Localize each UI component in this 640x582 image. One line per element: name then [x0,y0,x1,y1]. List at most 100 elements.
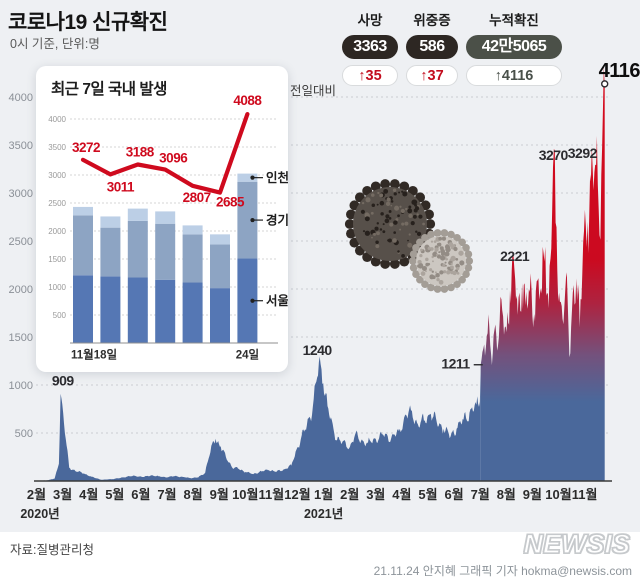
svg-text:8월: 8월 [497,487,516,502]
bar-segment [237,173,258,182]
bar-segment [73,275,93,343]
svg-text:5월: 5월 [105,487,124,502]
recent-7days-chart: 500 1000 1500 2000 2500 3000 3500 4000 11월18일 24일… [48,93,288,362]
bar-segment [100,227,121,277]
svg-text:3000: 3000 [48,171,66,180]
svg-text:500: 500 [53,311,67,320]
page-title: 코로나19 신규확진 [8,11,168,34]
bar-segment [127,277,148,343]
data-source: 자료:질병관리청 [10,543,94,557]
svg-text:서울: 서울 [266,293,288,308]
bar-segment [100,216,121,228]
svg-text:3272: 3272 [72,140,100,155]
bar-segment [155,279,176,343]
svg-text:2685: 2685 [216,195,245,210]
bar-segment [127,220,148,278]
svg-text:1500: 1500 [48,255,66,264]
line-value-labels: 3272 3011 3188 3096 2807 2685 4088 [72,93,263,210]
svg-text:11월: 11월 [572,487,598,502]
svg-text:2000: 2000 [48,227,66,236]
svg-text:9월: 9월 [523,487,542,502]
svg-text:2500: 2500 [9,236,33,248]
svg-text:3000: 3000 [9,188,33,200]
latest-point-marker [600,80,609,88]
inset-x-first: 11월18일 [71,348,117,362]
stat-delta-cumulative: ↑4116 [466,65,562,86]
svg-text:1000: 1000 [48,283,66,292]
svg-text:2월: 2월 [340,487,359,502]
svg-text:3188: 3188 [126,144,155,159]
svg-text:10월: 10월 [545,487,571,502]
stat-label-cumulative: 누적확진 [489,13,539,28]
coronavirus-light-icon [408,229,474,293]
stat-label-deaths: 사망 [357,13,383,28]
svg-text:3월: 3월 [366,487,385,502]
bar-segment [237,258,258,343]
svg-text:8월: 8월 [183,487,202,502]
svg-text:2807: 2807 [183,190,211,205]
svg-text:4000: 4000 [48,115,66,124]
svg-text:1월: 1월 [314,487,333,502]
svg-text:3270: 3270 [539,147,569,163]
svg-text:경기: 경기 [266,213,288,228]
svg-text:3월: 3월 [53,487,72,502]
inset-x-last: 24일 [236,348,259,362]
stat-value-cumulative: 42만5065 [466,35,562,59]
bar-segment [237,181,258,259]
svg-text:2221: 2221 [500,248,530,264]
bar-segment [210,244,230,289]
national-total-line [80,111,250,195]
bar-segment [182,282,203,343]
svg-text:인천: 인천 [266,170,288,185]
svg-text:3011: 3011 [107,179,135,194]
stat-value-critical: 586 [406,35,458,59]
stats-panel: 사망 위중증 누적확진 3363 586 42만5065 ↑35 ↑37 ↑41… [290,12,562,98]
bar-segment [182,225,203,235]
stat-label-critical: 위중증 [413,13,451,28]
svg-text:1500: 1500 [9,332,33,344]
svg-text:2020년: 2020년 [20,507,59,521]
svg-text:12월: 12월 [284,487,310,502]
svg-text:2500: 2500 [48,199,66,208]
svg-text:6월: 6월 [444,487,463,502]
stat-delta-critical: ↑37 [406,65,458,86]
svg-text:4116: 4116 [599,60,640,82]
bar-segment [210,234,230,245]
bar-segment [155,223,176,280]
area-wave4-gradient [480,66,605,482]
bar-segment [73,206,93,216]
main-annotations: 909 1240 1211 2221 3270 3292 4116 [52,60,640,389]
bar-segment [127,208,148,221]
svg-text:3500: 3500 [48,143,66,152]
svg-text:1240: 1240 [303,342,333,358]
recent-7days-panel: 최근 7일 국내 발생 500 1000 1500 2000 2500 3000 3500 4… [36,66,288,372]
svg-text:2021년: 2021년 [304,507,343,521]
svg-text:500: 500 [15,428,33,440]
bar-segment [100,276,121,343]
svg-text:2월: 2월 [27,487,46,502]
svg-text:3292: 3292 [568,145,598,161]
svg-text:6월: 6월 [131,487,150,502]
bar-segment [210,288,230,343]
page-subtitle: 0시 기준, 단위:명 [10,37,100,51]
stat-delta-deaths: ↑35 [342,65,398,86]
stat-value-deaths: 3363 [342,35,398,59]
bar-segment [155,211,176,224]
credit-line: 21.11.24 안지혜 그래픽 기자 hokma@newsis.com [373,564,632,578]
area-2020-2021-blue [36,356,481,481]
x-axis-labels: 2월 3월 4월 5월 6월 7월 8월 9월 10월 11월 12월 1월 2월 3월 4월 5월 6월 7월 8… [20,487,597,521]
bar-segment [73,215,93,276]
svg-text:9월: 9월 [210,487,229,502]
svg-text:11월: 11월 [259,487,285,502]
svg-text:3096: 3096 [159,151,188,166]
svg-text:4월: 4월 [392,487,411,502]
region-labels: 서울 경기 인천 [250,170,288,308]
region-stacked-bars [73,173,258,343]
svg-text:909: 909 [52,373,75,389]
newsis-logo: NEWSIS [523,528,631,559]
svg-text:10월: 10월 [232,487,258,502]
svg-text:1211: 1211 [441,356,470,372]
svg-text:3500: 3500 [9,140,33,152]
svg-text:4000: 4000 [9,92,33,104]
svg-text:1000: 1000 [9,380,33,392]
